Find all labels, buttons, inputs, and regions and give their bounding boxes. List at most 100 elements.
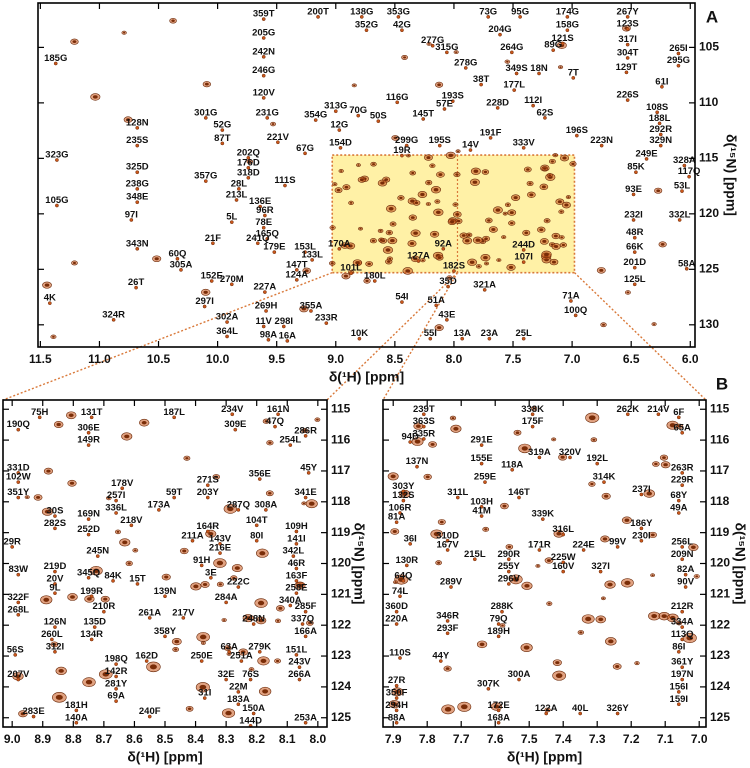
peak <box>261 17 266 21</box>
peak <box>306 471 311 475</box>
peak <box>460 336 465 341</box>
peak-label: 74L <box>392 586 409 597</box>
peak <box>257 649 262 654</box>
y-axis-title: δ(¹⁵N) [ppm] <box>351 523 367 605</box>
peak-label: 29R <box>3 536 21 547</box>
peak-label: 341E <box>295 487 317 498</box>
peak <box>303 720 308 725</box>
peak-label: 160V <box>552 561 575 572</box>
peak-label: 357G <box>194 171 217 182</box>
peak-label: 302A <box>216 312 239 323</box>
peak-contour <box>555 673 563 679</box>
x-axis-title: δ(¹H) [ppm] <box>127 749 202 765</box>
peak-label: 90V <box>677 577 695 588</box>
peak-contour <box>453 426 459 431</box>
peak-contour <box>399 196 403 200</box>
peak-contour <box>204 82 209 86</box>
peak-contour <box>588 415 596 421</box>
peak <box>495 106 500 110</box>
peak <box>261 96 266 100</box>
peak <box>631 218 636 222</box>
peak-contour <box>134 549 137 552</box>
peak <box>272 250 277 254</box>
y-tick-label: 125 <box>331 710 351 724</box>
peak-label: 50S <box>370 111 387 122</box>
peak-contour <box>122 540 128 545</box>
peak <box>218 551 222 555</box>
peak <box>445 317 449 322</box>
peak-contour <box>234 566 240 570</box>
peak-contour <box>222 619 226 621</box>
peak-contour <box>268 491 272 495</box>
peak-contour <box>532 407 536 410</box>
peak-label: 282S <box>44 518 66 529</box>
peak-label: 329N <box>649 135 672 146</box>
peak <box>265 116 270 120</box>
peak-label: 66K <box>626 242 644 253</box>
peak <box>479 443 484 447</box>
peak-contour <box>543 167 547 170</box>
peak-label: 306E <box>77 422 99 433</box>
peak-contour <box>336 188 341 192</box>
peak <box>74 708 79 713</box>
peak-label: 195S <box>429 135 451 146</box>
peak-label: 252D <box>77 524 100 535</box>
peak-label: 277G <box>421 35 444 46</box>
peak-label: 49A <box>670 502 688 513</box>
peak <box>479 504 484 509</box>
peak-label: 57E <box>436 98 453 109</box>
peak-label: 257I <box>107 490 126 501</box>
y-tick-label: 116 <box>331 432 351 446</box>
peak <box>624 70 629 75</box>
peak <box>10 545 15 549</box>
peak-label: 218V <box>120 515 143 526</box>
peak-contour <box>656 189 661 193</box>
peak <box>639 526 644 531</box>
peak <box>236 702 241 707</box>
peak-contour <box>437 561 441 564</box>
peak-label: 137N <box>406 456 429 467</box>
peak-label: 116G <box>386 92 409 103</box>
peak <box>472 557 477 562</box>
peak-label: 43E <box>438 309 455 320</box>
x-tick-label: 8.9 <box>34 732 51 746</box>
peak-contour <box>420 192 425 197</box>
panel-0: 359T 200T 138G 353G 73G 95G 174G 267Y 205G 352G 42… <box>29 2 739 385</box>
peak-label: 363S <box>413 416 435 427</box>
peak-label: 246G <box>252 65 275 76</box>
peak-label: 84K <box>104 570 122 581</box>
peak-label: 109H <box>285 521 308 532</box>
peak-contour <box>515 431 520 434</box>
peak-label: 197N <box>671 669 694 680</box>
peak <box>303 433 308 438</box>
peak-contour <box>663 463 668 467</box>
peak-label: 123S <box>617 19 639 30</box>
peak-label: 112I <box>524 95 542 106</box>
peak-contour <box>553 234 558 238</box>
y-tick-label: 117 <box>331 463 351 477</box>
peak-contour <box>502 504 507 508</box>
peak-contour <box>554 154 557 157</box>
y-tick-label: 119 <box>331 525 351 539</box>
peak-contour <box>258 618 264 623</box>
peak-label: 6F <box>673 407 684 418</box>
peak <box>401 498 406 503</box>
peak-label: 27R <box>388 675 406 686</box>
peak-contour <box>571 162 575 166</box>
peak <box>236 585 241 589</box>
peak <box>16 677 21 682</box>
peak-label: 141I <box>287 533 306 544</box>
peak-label: 217V <box>172 607 195 618</box>
peak <box>676 690 681 694</box>
peak-label: 281Y <box>105 678 128 689</box>
peak-contour <box>308 501 315 506</box>
peak-label: 173A <box>148 499 171 510</box>
peak-contour <box>551 260 556 264</box>
peak <box>224 677 228 682</box>
peak <box>394 696 399 700</box>
peak-contour <box>456 219 461 223</box>
peak-contour <box>521 446 528 451</box>
peak <box>237 187 241 191</box>
peak-contour <box>506 60 509 63</box>
peak-contour <box>72 40 77 44</box>
